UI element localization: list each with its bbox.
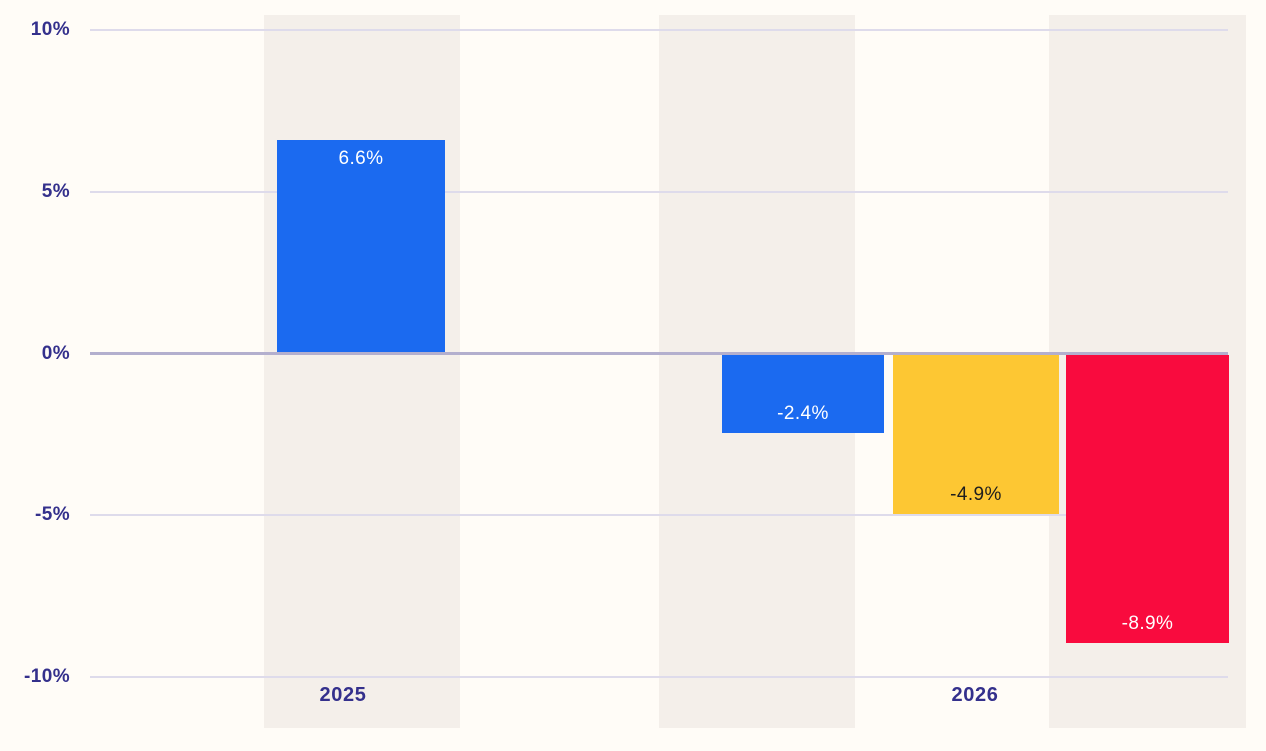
bar-value-label: -8.9%: [1121, 612, 1174, 634]
y-axis-tick-label: -10%: [24, 666, 70, 687]
gridline: [90, 676, 1228, 678]
bar-value-label: 6.6%: [338, 147, 384, 169]
bar-value-label: -4.9%: [950, 483, 1002, 505]
y-axis-tick-label: -5%: [35, 504, 70, 526]
bar-2026-blue-series[interactable]: -2.4%: [722, 355, 884, 433]
bar-2025-blue-series[interactable]: 6.6%: [277, 139, 445, 354]
bar-2026-red-series[interactable]: -8.9%: [1066, 355, 1229, 643]
y-axis-tick-label: 5%: [41, 180, 70, 202]
gridline: [90, 190, 1228, 193]
background-stripe: [264, 15, 460, 728]
x-axis-category-label-2025: 2025: [319, 684, 367, 706]
bar-value-label: -2.4%: [777, 402, 829, 424]
gridline: [90, 29, 1228, 31]
gridline: [90, 514, 1228, 517]
y-axis-tick-label: 0%: [41, 342, 70, 364]
bar-2026-yellow-series[interactable]: -4.9%: [893, 355, 1059, 514]
y-axis-tick-label: 10%: [30, 19, 70, 40]
zero-line: [90, 352, 1228, 355]
x-axis-category-label-2026: 2026: [951, 684, 999, 706]
